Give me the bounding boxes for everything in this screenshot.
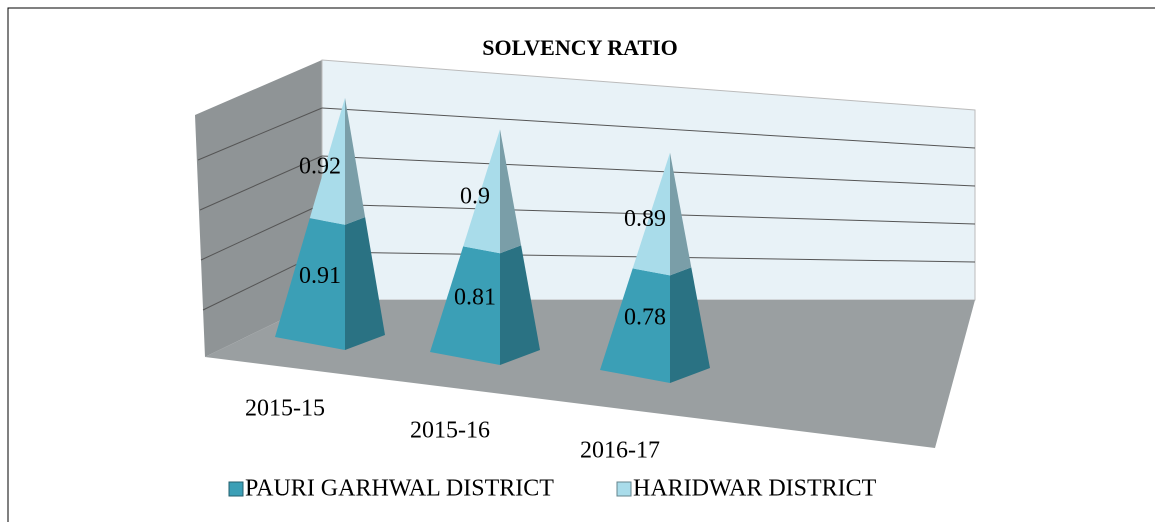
floor	[205, 300, 975, 448]
x-tick-label: 2015-15	[245, 396, 325, 422]
side-wall	[195, 60, 322, 357]
face	[632, 152, 670, 276]
chart-title: SOLVENCY RATIO	[482, 35, 677, 60]
face	[600, 268, 670, 383]
x-tick-label: 2016-17	[580, 438, 660, 464]
pyramid-segment	[463, 129, 522, 254]
legend-swatch	[228, 481, 244, 497]
data-label: 0.92	[299, 154, 341, 180]
legend-label: PAURI GARHWAL DISTRICT	[245, 476, 554, 502]
x-tick-label: 2015-16	[410, 418, 490, 444]
pyramid-segment	[275, 217, 385, 350]
data-label: 0.81	[454, 285, 496, 311]
pyramid-segment	[600, 267, 710, 383]
face	[500, 129, 522, 254]
pyramid-segment	[309, 97, 366, 225]
data-label: 0.91	[299, 263, 341, 289]
legend-swatch	[616, 481, 632, 497]
face	[275, 218, 345, 350]
legend-label: HARIDWAR DISTRICT	[633, 476, 877, 502]
face	[430, 246, 500, 365]
pyramid-segment	[430, 245, 540, 365]
data-label: 0.89	[624, 206, 666, 232]
face	[670, 152, 692, 276]
pyramid-segment	[632, 152, 692, 276]
face	[345, 217, 385, 350]
face	[309, 97, 345, 225]
face	[345, 97, 366, 225]
face	[463, 129, 500, 254]
data-label: 0.9	[460, 183, 490, 209]
face	[500, 245, 540, 365]
face	[670, 267, 710, 383]
data-label: 0.78	[624, 305, 666, 331]
